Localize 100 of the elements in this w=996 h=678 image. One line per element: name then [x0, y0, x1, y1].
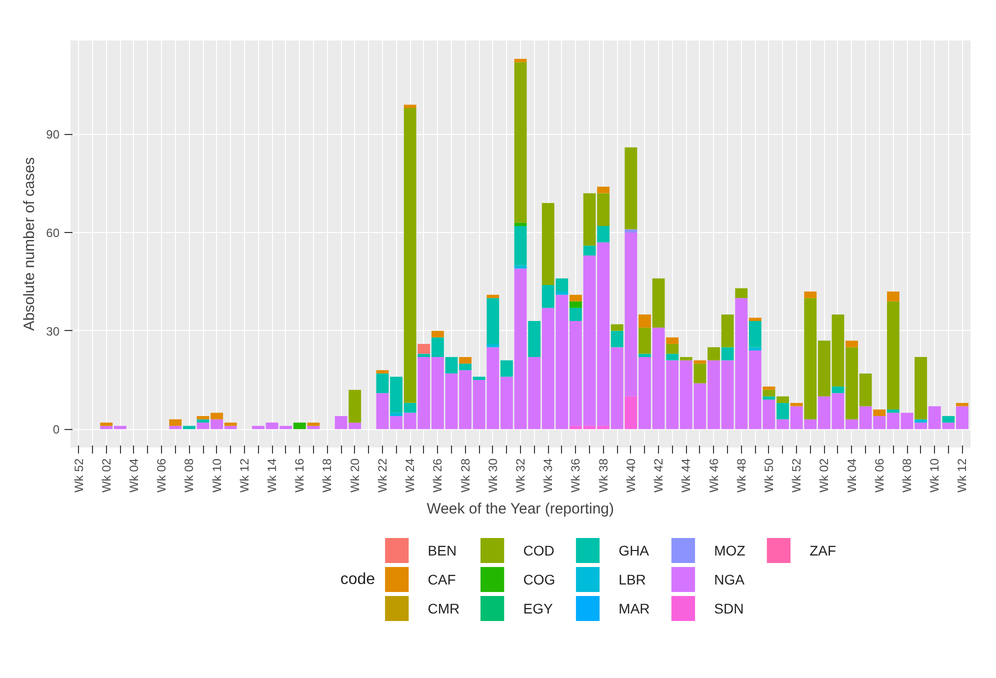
bar	[804, 292, 817, 298]
x-tick-label: Wk 04	[844, 458, 859, 493]
bar	[886, 301, 900, 410]
x-tick-label: Wk 44	[679, 458, 694, 493]
bar	[762, 390, 776, 396]
bar	[886, 409, 900, 413]
bar	[514, 62, 527, 223]
x-tick-label: Wk 16	[292, 458, 307, 493]
bar	[846, 340, 858, 348]
y-axis-title: Absolute number of cases	[21, 157, 38, 331]
x-tick-label: Wk 26	[430, 458, 445, 493]
legend-label: GHA	[618, 542, 650, 558]
legend-label: EGY	[523, 600, 554, 616]
bar	[610, 324, 624, 331]
bar	[100, 422, 113, 426]
bar	[307, 422, 320, 426]
bar	[459, 357, 472, 364]
bar	[721, 347, 734, 360]
bar	[666, 337, 679, 344]
x-tick-label: Wk 10	[210, 458, 224, 493]
bar	[721, 314, 734, 348]
bar	[708, 347, 720, 360]
legend-label: SDN	[714, 600, 744, 616]
x-tick-label: Wk 10	[928, 458, 942, 493]
bar	[431, 330, 444, 338]
x-tick-label: Wk 14	[265, 458, 280, 493]
x-tick-label: Wk 22	[375, 458, 390, 493]
x-tick-label: Wk 46	[706, 458, 721, 493]
bar	[638, 328, 651, 354]
x-tick-label: Wk 50	[762, 458, 776, 493]
bar	[956, 402, 968, 406]
x-tick-label: Wk 08	[900, 458, 914, 493]
bar	[404, 104, 416, 108]
bar	[762, 386, 776, 390]
x-tick-label: Wk 28	[458, 458, 472, 493]
legend-label: MAR	[618, 600, 650, 616]
bar	[542, 203, 554, 285]
y-tick-label: 30	[46, 324, 60, 338]
x-tick-label: Wk 06	[154, 458, 169, 493]
x-tick-label: Wk 12	[237, 458, 252, 493]
bar	[404, 108, 416, 403]
y-tick-label: 60	[46, 226, 60, 240]
legend-label: CAF	[428, 572, 456, 588]
bar	[694, 360, 706, 364]
x-tick-label: Wk 32	[514, 458, 528, 493]
bar	[886, 292, 900, 302]
x-tick-label: Wk 02	[99, 458, 114, 493]
bar	[183, 426, 196, 430]
bar	[832, 386, 844, 394]
bar	[500, 360, 513, 377]
bar	[514, 226, 527, 266]
bar	[610, 330, 624, 348]
x-tick-label: Wk 52	[72, 458, 86, 493]
bar	[583, 246, 596, 256]
bar	[472, 376, 486, 380]
y-tick-label: 90	[46, 128, 60, 142]
bar	[528, 321, 541, 358]
bar	[169, 419, 182, 426]
bar	[556, 292, 568, 295]
bar	[638, 354, 651, 358]
bar	[486, 294, 500, 298]
legend-label: MOZ	[714, 542, 746, 558]
x-tick-label: Wk 06	[872, 458, 886, 493]
bar	[624, 147, 638, 230]
bar	[776, 402, 789, 420]
legend-title: code	[340, 571, 376, 588]
bar	[652, 278, 665, 328]
legend-label: CMR	[428, 600, 460, 616]
bar	[748, 321, 762, 348]
x-tick-label: Wk 12	[955, 458, 970, 493]
bar	[666, 344, 679, 354]
bar	[666, 354, 679, 360]
x-tick-label: Wk 42	[652, 458, 666, 493]
bar	[735, 288, 748, 298]
legend-label: ZAF	[810, 542, 836, 558]
bar	[748, 318, 762, 322]
x-tick-label: Wk 34	[541, 458, 556, 493]
x-tick-label: Wk 24	[403, 458, 418, 493]
x-tick-label: Wk 18	[320, 458, 334, 493]
bar	[597, 186, 610, 194]
x-tick-label: Wk 08	[182, 458, 196, 493]
bar	[570, 301, 582, 308]
x-tick-label: Wk 52	[790, 458, 804, 493]
bar	[776, 396, 789, 403]
x-tick-label: Wk 36	[568, 458, 583, 493]
bar	[624, 396, 638, 430]
bar	[307, 426, 320, 430]
x-tick-label: Wk 02	[817, 458, 832, 493]
legend-label: COD	[523, 542, 554, 558]
bar	[293, 422, 306, 430]
bar	[570, 294, 582, 302]
bar	[514, 222, 527, 226]
bar	[597, 226, 610, 242]
bar	[486, 298, 500, 344]
bar	[914, 419, 928, 423]
bar	[418, 344, 430, 354]
x-tick-label: Wk 30	[486, 458, 500, 493]
legend-label: LBR	[618, 572, 646, 588]
bar	[694, 364, 706, 384]
bar	[486, 344, 500, 348]
